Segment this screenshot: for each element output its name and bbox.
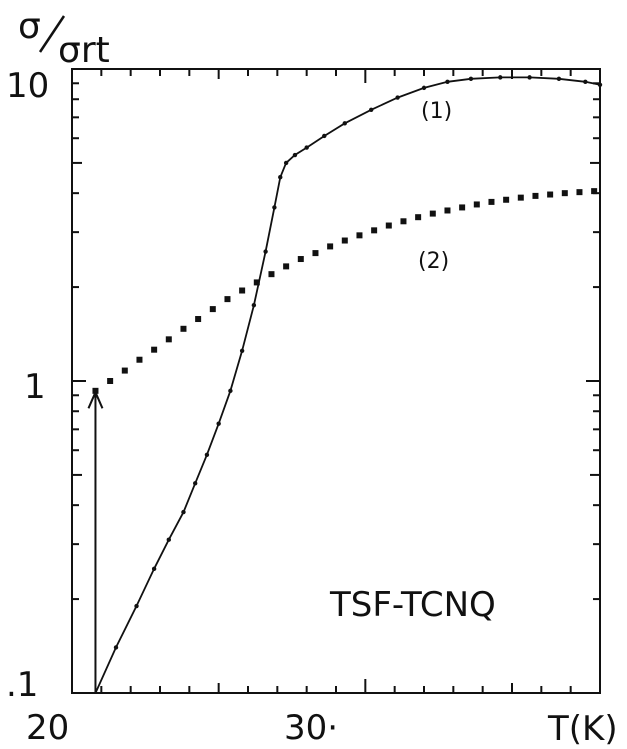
sample-annotation: TSF-TCNQ [329, 585, 496, 625]
series-1-point [292, 152, 298, 158]
series-2-point [283, 263, 290, 270]
series-2-point [356, 232, 363, 239]
series-1-point [151, 566, 157, 572]
series-1-point [166, 537, 171, 542]
series-1-point [278, 174, 283, 180]
series-1-point [193, 481, 198, 486]
series-1-point [263, 249, 268, 254]
series-2-point [576, 189, 583, 196]
series-2-point [561, 190, 568, 197]
x-tick-label-20: 20 [26, 708, 69, 748]
series-2-point [473, 201, 480, 208]
axis-ticks [71, 68, 601, 694]
y-axis-label: σ σrt [18, 6, 110, 71]
x-axis-label: T(K) [547, 709, 618, 749]
series-2-point [591, 188, 598, 195]
series-2-point [488, 198, 495, 205]
series-1-point [556, 76, 562, 82]
series-2-point [180, 325, 187, 332]
series-1-point [239, 348, 245, 353]
y-axis-label-numerator: σ [18, 6, 41, 47]
series-2-point [268, 271, 275, 278]
series-1-point [216, 421, 221, 426]
y-tick-label-1: 1 [24, 367, 46, 407]
series-1-point [204, 452, 210, 458]
series-1-point [527, 75, 532, 80]
series-2-point [209, 306, 216, 313]
series-1-point [583, 79, 588, 84]
series-2-point [503, 196, 510, 203]
y-tick-label-10: 10 [6, 66, 49, 106]
series-2-point [107, 378, 114, 384]
series-2-point [341, 237, 348, 244]
series-1-line [94, 76, 601, 694]
jump-arrow [87, 389, 104, 693]
series-1-point [134, 603, 139, 609]
series-1-point [421, 85, 427, 91]
series-2-point [371, 227, 378, 234]
series-1-point [304, 145, 309, 150]
series-1-point [395, 95, 400, 100]
series-2-point [239, 287, 246, 294]
series-2-point [312, 250, 319, 257]
series-2-point [151, 346, 158, 353]
series-1-point [283, 160, 289, 166]
series-2-point [429, 210, 436, 217]
series-2 [92, 188, 598, 394]
arrow-head [87, 389, 104, 409]
series-2-point [517, 194, 524, 201]
series-2-point [297, 256, 304, 263]
series-2-point [459, 204, 466, 211]
x-tick-label-30: 30· [284, 708, 338, 748]
series-2-label: (2) [418, 249, 449, 274]
series-2-point [195, 316, 202, 323]
series-1-point [181, 509, 186, 515]
series-2-point [136, 356, 143, 363]
series-1-point [369, 107, 374, 112]
series-1-point [228, 388, 233, 394]
series-1-point [498, 75, 503, 80]
series-2-point [165, 336, 172, 343]
series-2-point [444, 207, 451, 214]
series-2-point [385, 222, 392, 229]
series-1-point [597, 82, 603, 87]
series-2-point [327, 243, 334, 250]
series-2-point [121, 367, 128, 374]
y-tick-label-0.1: .1 [6, 665, 38, 705]
series-2-point [532, 192, 539, 199]
y-axis-label-denominator: σrt [58, 30, 110, 71]
series-1-point [251, 302, 257, 308]
series-2-point [400, 218, 407, 225]
series-1-point [445, 79, 450, 84]
series-1-point [272, 205, 277, 210]
series-1-point [342, 121, 347, 126]
series-2-point [547, 191, 554, 198]
series-1 [94, 75, 603, 694]
series-1-point [113, 645, 119, 650]
series-2-point [253, 279, 260, 286]
series-1-point [322, 133, 327, 139]
y-axis-label-slash [38, 15, 66, 53]
series-1-point [468, 76, 474, 82]
series-2-point [224, 296, 231, 303]
series-2-point [415, 214, 422, 221]
series-1-label: (1) [421, 99, 452, 124]
